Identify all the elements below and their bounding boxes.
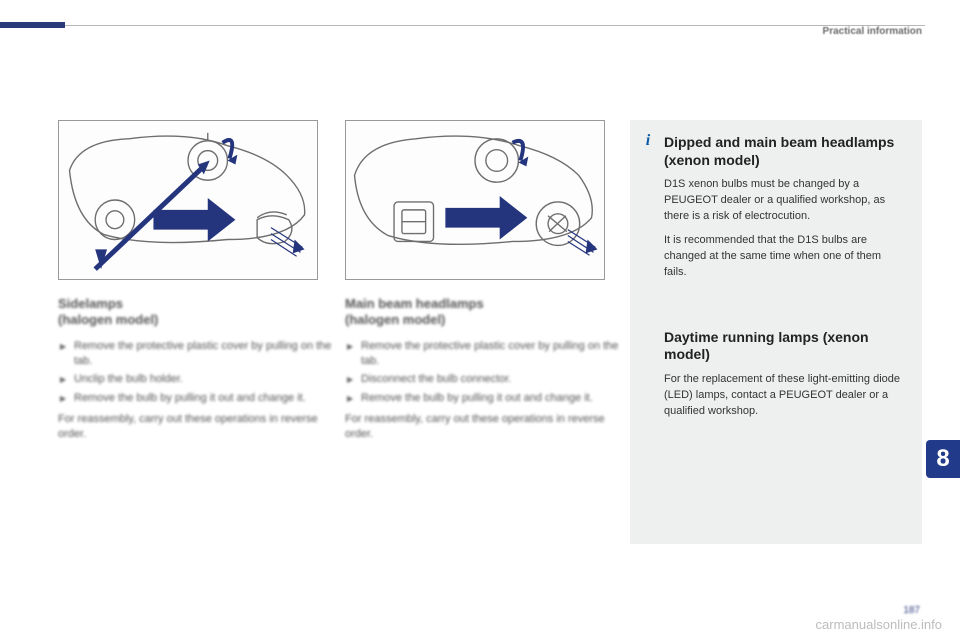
infobox-p1b: It is recommended that the D1S bulbs are… — [664, 233, 906, 281]
list-item: Remove the protective plastic cover by p… — [345, 339, 620, 370]
infobox-p1a: D1S xenon bulbs must be changed by a PEU… — [664, 177, 906, 225]
sidelamps-heading: Sidelamps(halogen model) — [58, 296, 333, 329]
info-icon: i — [640, 132, 656, 148]
header-line — [65, 25, 925, 26]
watermark: carmanualsonline.info — [816, 617, 942, 632]
column-sidelamps: Sidelamps(halogen model) Remove the prot… — [58, 120, 333, 443]
header-rule — [0, 22, 960, 24]
mainbeam-body: Remove the protective plastic cover by p… — [345, 339, 620, 443]
diagram-mainbeam — [345, 120, 605, 280]
list-item: Remove the bulb by pulling it out and ch… — [58, 391, 333, 406]
diagram-sidelamps — [58, 120, 318, 280]
page-number: 187 — [903, 605, 920, 616]
sidelamps-body: Remove the protective plastic cover by p… — [58, 339, 333, 443]
mainbeam-closing: For reassembly, carry out these operatio… — [345, 412, 620, 443]
infobox-p2a: For the replacement of these light-emitt… — [664, 372, 906, 420]
list-item: Disconnect the bulb connector. — [345, 372, 620, 387]
infobox-heading-2: Daytime running lamps (xenon model) — [664, 329, 906, 364]
chapter-tab: 8 — [926, 440, 960, 478]
section-label: Practical information — [823, 26, 922, 37]
sidelamps-closing: For reassembly, carry out these operatio… — [58, 412, 333, 443]
column-mainbeam: Main beam headlamps(halogen model) Remov… — [345, 120, 620, 443]
header-accent-bar — [0, 22, 65, 28]
list-item: Unclip the bulb holder. — [58, 372, 333, 387]
list-item: Remove the protective plastic cover by p… — [58, 339, 333, 370]
mainbeam-heading: Main beam headlamps(halogen model) — [345, 296, 620, 329]
infobox-heading-1: Dipped and main beam headlamps (xenon mo… — [664, 134, 906, 169]
info-box: i Dipped and main beam headlamps (xenon … — [630, 120, 922, 544]
list-item: Remove the bulb by pulling it out and ch… — [345, 391, 620, 406]
